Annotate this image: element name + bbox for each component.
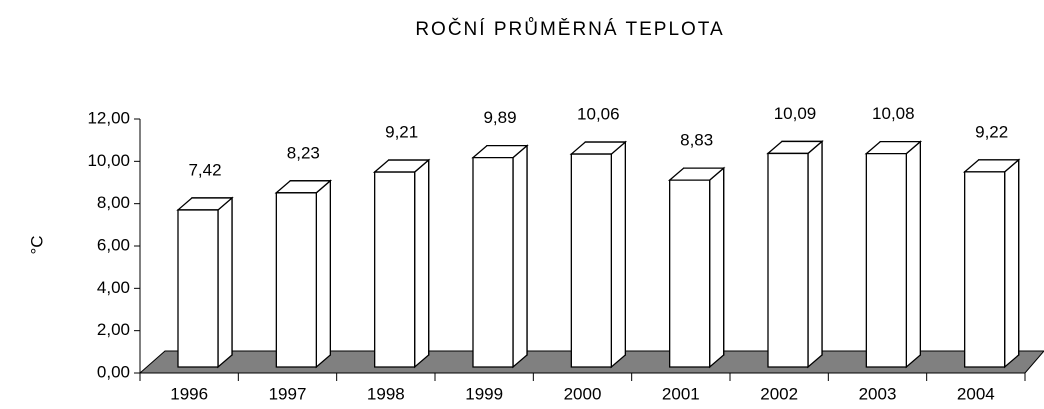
y-axis-label: °C bbox=[27, 235, 46, 254]
bar bbox=[372, 158, 431, 369]
bar-front bbox=[177, 209, 219, 368]
y-tick-label: 6,00 bbox=[97, 235, 130, 254]
bar-side bbox=[217, 196, 233, 369]
value-label: 8,23 bbox=[287, 143, 320, 162]
value-label: 10,08 bbox=[872, 104, 915, 123]
bar-side bbox=[512, 144, 528, 369]
bar-front bbox=[374, 171, 416, 368]
bar-side bbox=[807, 140, 823, 369]
x-tick-label: 1998 bbox=[367, 384, 405, 403]
value-label: 8,83 bbox=[680, 131, 713, 150]
bar bbox=[864, 140, 923, 369]
bar-front bbox=[669, 179, 711, 368]
chart-title: ROČNÍ PRŮMĚRNÁ TEPLOTA bbox=[415, 18, 724, 40]
value-label: 9,21 bbox=[385, 123, 418, 142]
bar bbox=[569, 140, 628, 369]
value-label: 9,22 bbox=[975, 122, 1008, 141]
y-tick-label: 8,00 bbox=[97, 193, 130, 212]
y-tick-label: 4,00 bbox=[97, 278, 130, 297]
bar-side bbox=[1004, 158, 1020, 369]
bar bbox=[766, 140, 824, 369]
bar bbox=[176, 196, 234, 369]
bar bbox=[962, 158, 1021, 369]
bar-front bbox=[275, 192, 317, 368]
y-tick-label: 0,00 bbox=[97, 362, 130, 381]
x-tick-label: 2003 bbox=[859, 384, 897, 403]
bar-side bbox=[315, 179, 331, 369]
value-label: 10,09 bbox=[774, 104, 817, 123]
bar bbox=[471, 144, 529, 369]
y-tick-label: 12,00 bbox=[87, 108, 130, 127]
x-tick-label: 2002 bbox=[760, 384, 798, 403]
bar-side bbox=[610, 140, 626, 369]
bar-front bbox=[570, 153, 612, 368]
bar-side bbox=[414, 158, 430, 369]
y-tick-label: 10,00 bbox=[87, 151, 130, 170]
bar-front bbox=[767, 152, 809, 368]
value-label: 10,06 bbox=[577, 105, 620, 124]
bar-side bbox=[905, 140, 921, 369]
y-tick-label: 2,00 bbox=[97, 320, 130, 339]
x-tick-label: 2004 bbox=[957, 384, 995, 403]
x-tick-label: 1999 bbox=[465, 384, 503, 403]
value-label: 7,42 bbox=[188, 160, 221, 179]
bar bbox=[667, 166, 726, 369]
x-tick-label: 2000 bbox=[564, 384, 602, 403]
bar-front bbox=[964, 171, 1006, 368]
x-tick-label: 1997 bbox=[269, 384, 307, 403]
bar-front bbox=[865, 152, 907, 368]
x-tick-label: 2001 bbox=[662, 384, 700, 403]
value-label: 9,89 bbox=[483, 108, 516, 127]
bar bbox=[274, 179, 333, 369]
bar-front bbox=[472, 157, 514, 368]
bar-side bbox=[709, 166, 725, 369]
x-tick-label: 1996 bbox=[170, 384, 208, 403]
